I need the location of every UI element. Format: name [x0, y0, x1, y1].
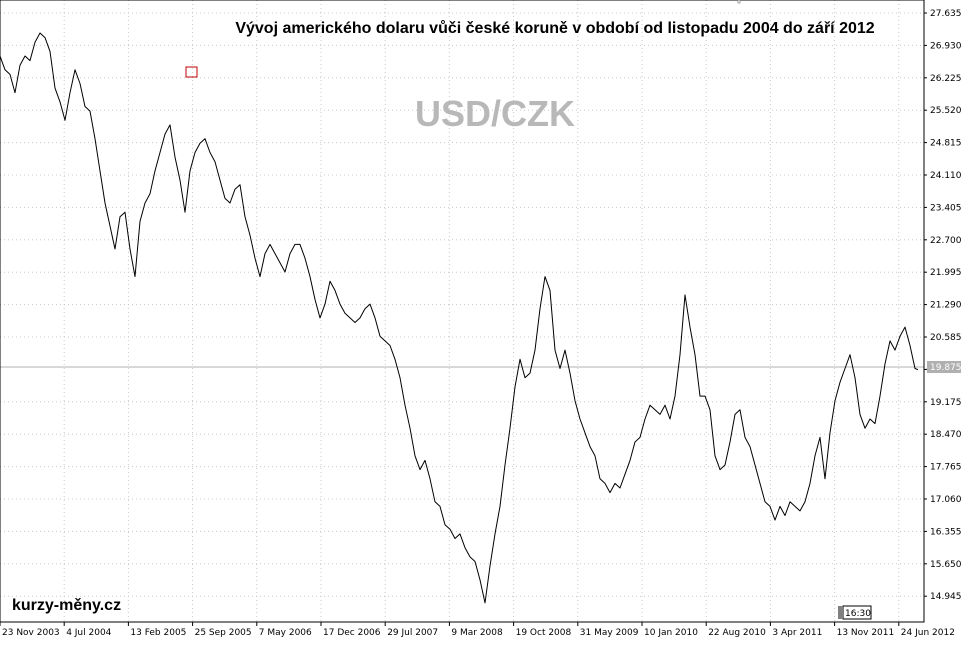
y-tick-label: 17.765	[930, 463, 962, 473]
x-tick-label: 7 May 2006	[259, 628, 312, 638]
chart-title: Vývoj amerického dolaru vůči české korun…	[235, 20, 874, 37]
y-tick-label: 24.110	[930, 171, 962, 181]
x-tick-label: 17 Dec 2006	[323, 628, 381, 638]
x-tick-label: 9 Mar 2008	[451, 628, 503, 638]
y-tick-label: 23.405	[930, 203, 962, 213]
y-tick-label: 19.175	[930, 398, 962, 408]
scroll-indicator-icon	[737, 0, 741, 4]
x-tick-label: 4 Jul 2004	[66, 628, 111, 638]
x-tick-label: 19 Oct 2008	[516, 628, 572, 638]
time-badge: 16:30	[838, 605, 872, 620]
plot-frame	[0, 0, 925, 623]
y-tick-label: 17.060	[930, 495, 962, 505]
y-tick-label: 26.930	[930, 41, 962, 51]
x-tick-label: 10 Jan 2010	[644, 628, 698, 638]
x-tick-label: 25 Sep 2005	[195, 628, 252, 638]
y-tick-label: 18.470	[930, 430, 962, 440]
y-tick-label: 21.995	[930, 268, 962, 278]
y-tick-label: 26.225	[930, 74, 962, 84]
y-tick-label: 22.700	[930, 236, 962, 246]
x-axis: 23 Nov 2003 4 Jul 2004 13 Feb 2005 25 Sep 2…	[0, 622, 955, 638]
x-tick-label: 29 Jul 2007	[387, 628, 438, 638]
marker-square-icon	[185, 66, 198, 78]
y-tick-label: 27.635	[930, 9, 962, 19]
x-tick-label: 22 Aug 2010	[708, 628, 766, 638]
y-tick-label: 20.585	[930, 333, 962, 343]
x-tick-label: 24 Jun 2012	[901, 628, 955, 638]
current-value-badge	[927, 361, 961, 373]
current-value-label: 19.875	[930, 363, 962, 373]
series-line	[0, 32, 919, 604]
symbol-label: USD/CZK	[415, 93, 575, 134]
x-tick-label: 23 Nov 2003	[2, 628, 60, 638]
x-tick-label: 13 Nov 2011	[837, 628, 895, 638]
y-tick-label: 25.520	[930, 106, 962, 116]
x-tick-label: 31 May 2009	[580, 628, 639, 638]
y-tick-label: 21.290	[930, 301, 962, 311]
price-series	[0, 32, 919, 604]
y-axis: 27.635 26.930 26.225 25.520 24.815 24.110 23.4…	[924, 9, 962, 602]
watermark-text: kurzy-měny.cz	[12, 597, 121, 614]
y-tick-label: 16.355	[930, 527, 962, 537]
time-badge-label: 16:30	[845, 609, 871, 619]
x-tick-label: 3 Apr 2011	[772, 628, 822, 638]
y-tick-label: 14.945	[930, 592, 962, 602]
y-tick-label: 15.650	[930, 560, 962, 570]
x-tick-label: 13 Feb 2005	[130, 628, 186, 638]
y-tick-label: 24.815	[930, 139, 962, 149]
